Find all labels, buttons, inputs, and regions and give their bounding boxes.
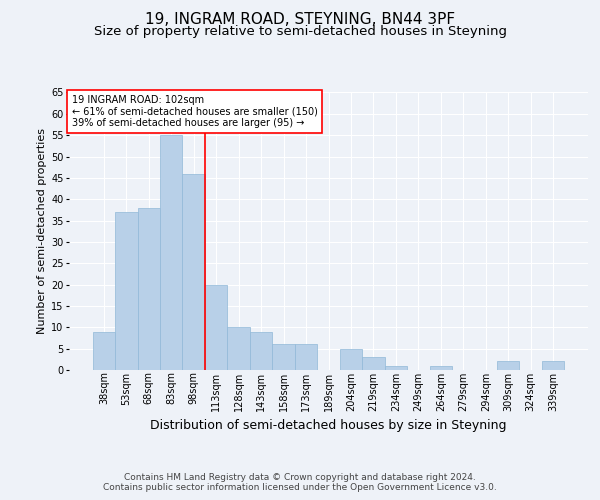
Bar (205, 284, 227, 370)
Bar (430, 366, 452, 370)
Bar (137, 208, 160, 370)
X-axis label: Distribution of semi-detached houses by size in Steyning: Distribution of semi-detached houses by … (150, 419, 507, 432)
Text: 19, INGRAM ROAD, STEYNING, BN44 3PF: 19, INGRAM ROAD, STEYNING, BN44 3PF (145, 12, 455, 28)
Bar (497, 362, 520, 370)
Bar (272, 344, 295, 370)
Bar (92, 332, 115, 370)
Text: 19 INGRAM ROAD: 102sqm
← 61% of semi-detached houses are smaller (150)
39% of se: 19 INGRAM ROAD: 102sqm ← 61% of semi-det… (71, 96, 317, 128)
Text: Contains public sector information licensed under the Open Government Licence v3: Contains public sector information licen… (103, 484, 497, 492)
Bar (160, 135, 182, 370)
Bar (227, 328, 250, 370)
Bar (542, 362, 565, 370)
Bar (362, 357, 385, 370)
Bar (295, 344, 317, 370)
Bar (182, 174, 205, 370)
Y-axis label: Number of semi-detached properties: Number of semi-detached properties (37, 128, 47, 334)
Text: Size of property relative to semi-detached houses in Steyning: Size of property relative to semi-detach… (94, 25, 506, 38)
Bar (340, 348, 362, 370)
Bar (385, 366, 407, 370)
Bar (115, 212, 137, 370)
Text: Contains HM Land Registry data © Crown copyright and database right 2024.: Contains HM Land Registry data © Crown c… (124, 472, 476, 482)
Bar (250, 332, 272, 370)
